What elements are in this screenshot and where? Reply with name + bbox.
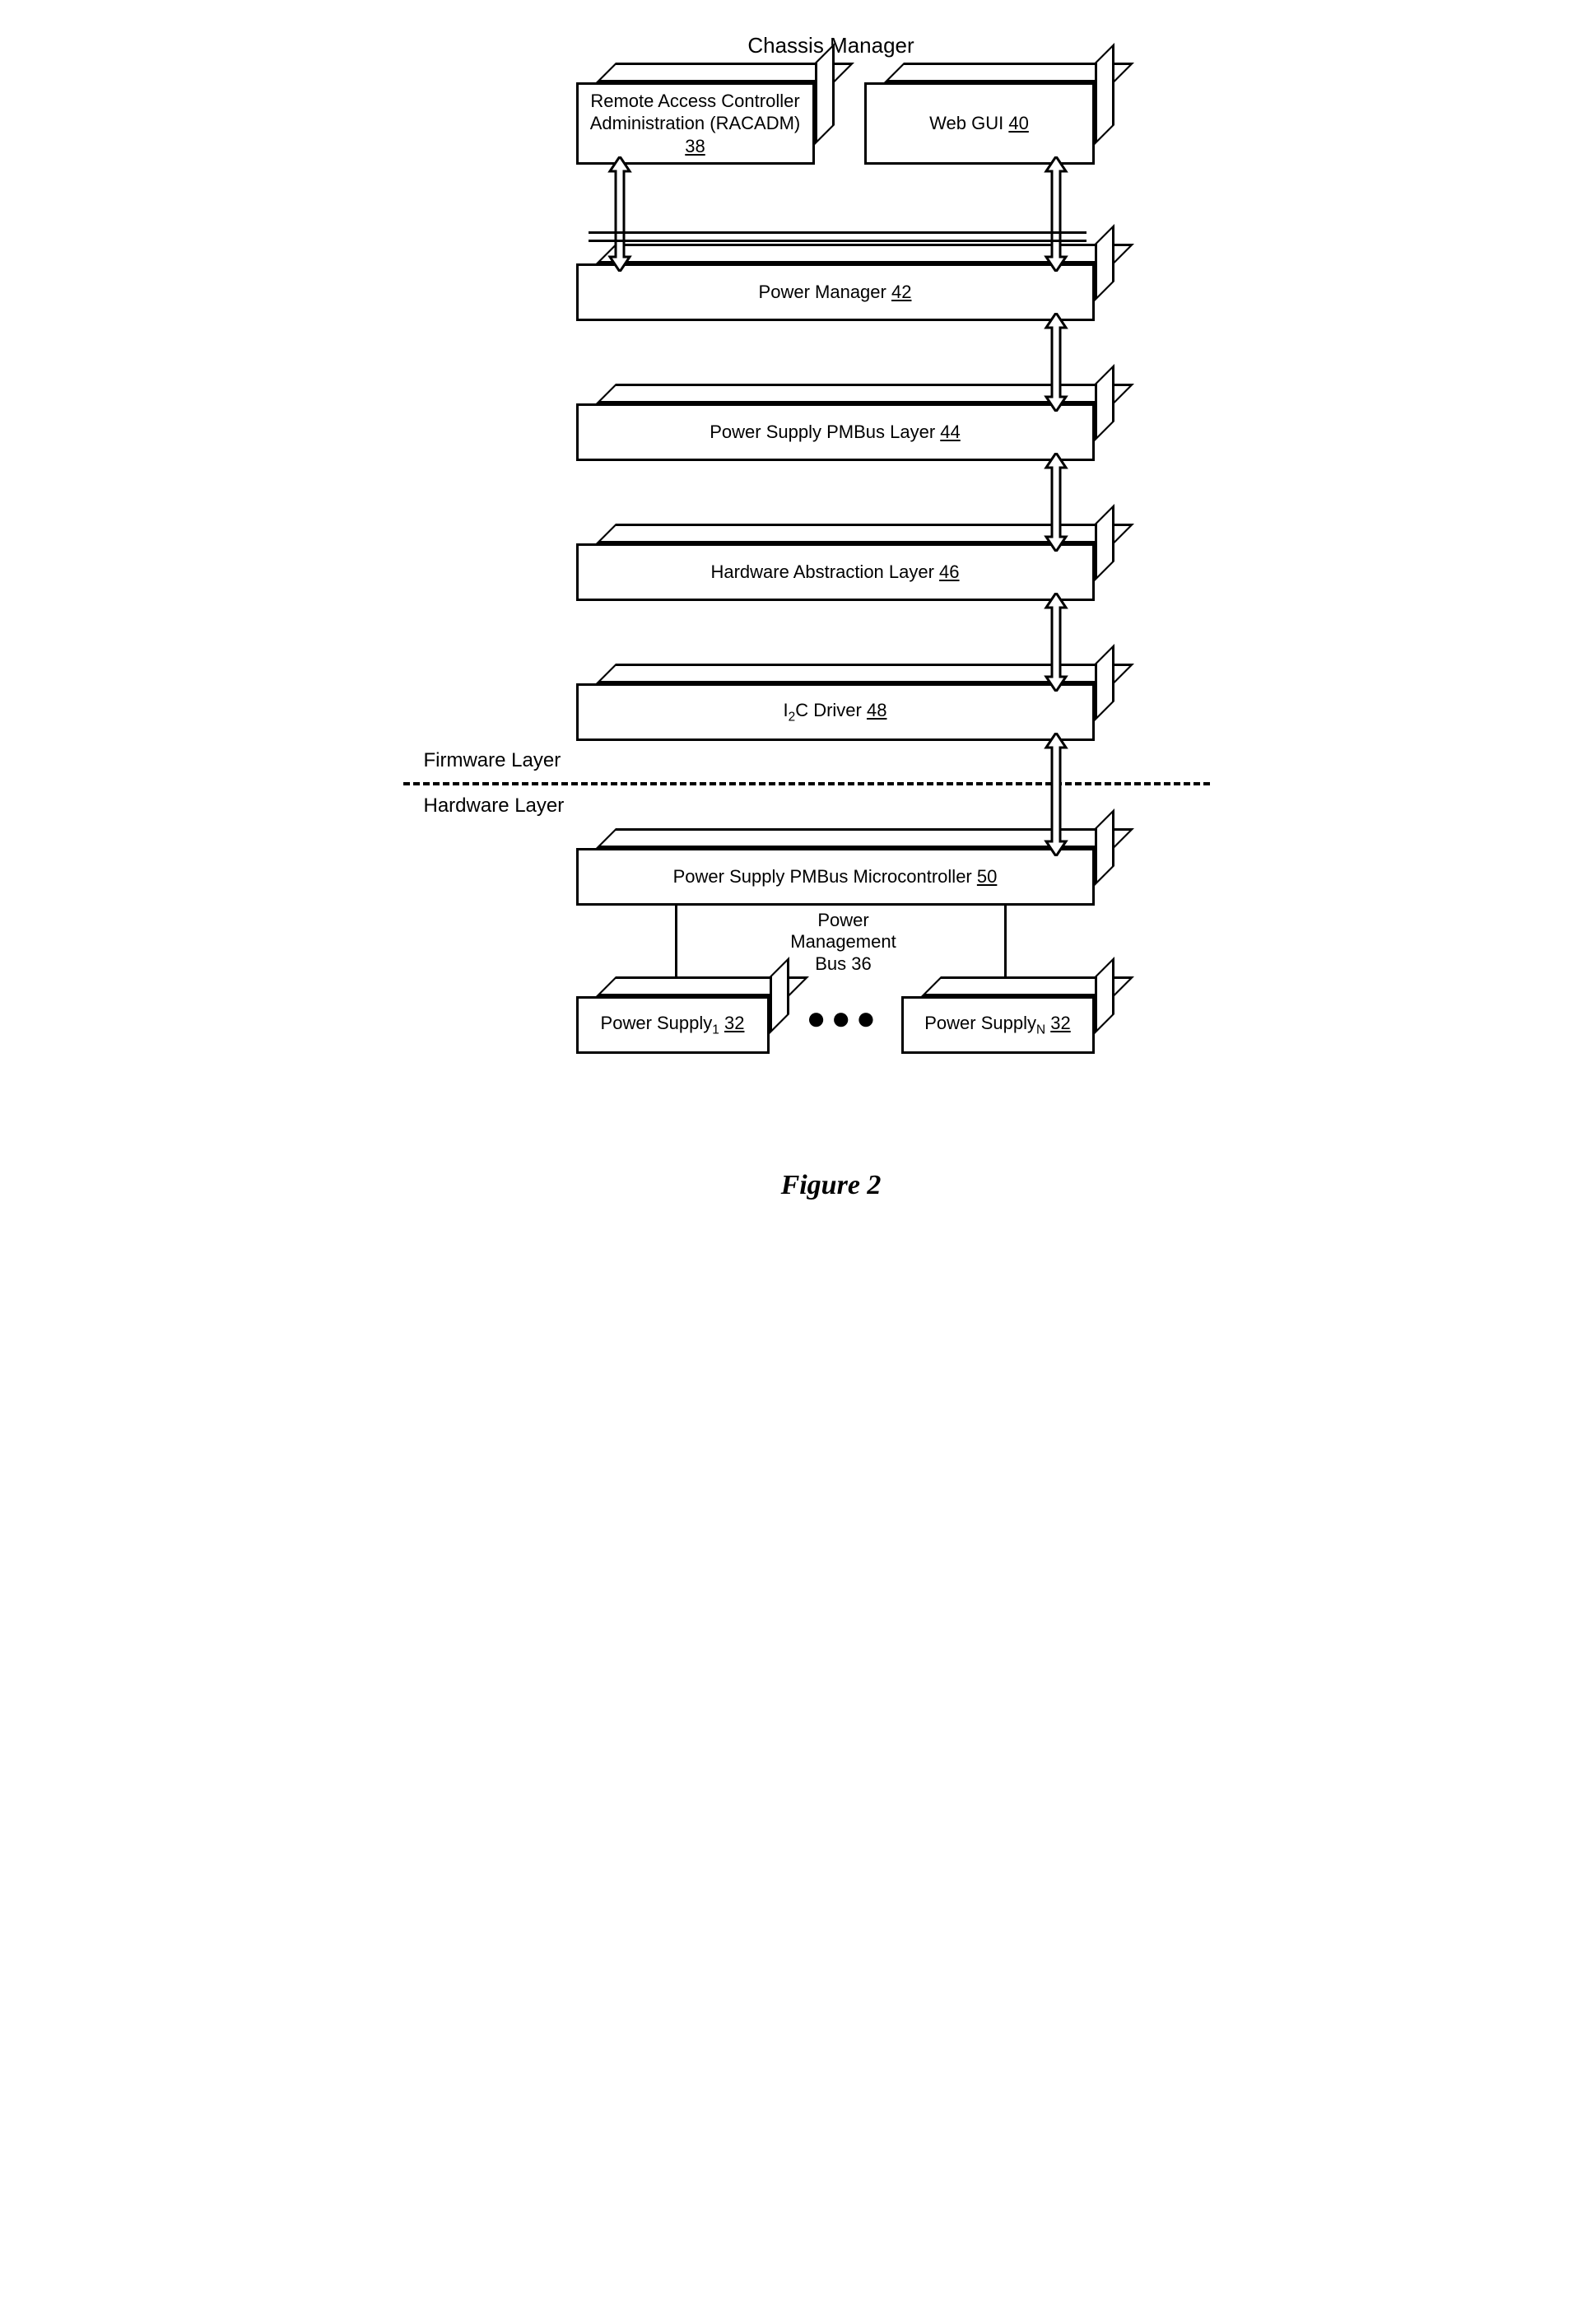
label-firmware-layer: Firmware Layer xyxy=(424,749,561,772)
box-racadm-label: Remote Access Controller Administration … xyxy=(587,90,804,158)
box-webgui: Web GUI 40 xyxy=(864,82,1095,165)
box-pmbus-microcontroller: Power Supply PMBus Microcontroller 50 xyxy=(576,848,1095,906)
box-hal: Hardware Abstraction Layer 46 xyxy=(576,543,1095,601)
box-pmbus-layer-label: Power Supply PMBus Layer 44 xyxy=(710,421,961,444)
box-hal-label: Hardware Abstraction Layer 46 xyxy=(710,561,959,584)
arrow-hal-i2c xyxy=(1041,593,1071,692)
arrow-pmbus-hal xyxy=(1041,453,1071,552)
label-hardware-layer: Hardware Layer xyxy=(424,794,565,818)
box-racadm: Remote Access Controller Administration … xyxy=(576,82,815,165)
diagram-root: Chassis Manager Remote Access Controller… xyxy=(428,33,1169,58)
arrow-webgui-pm xyxy=(1041,156,1071,272)
box-i2c-driver: I2C Driver 48 xyxy=(576,683,1095,741)
ellipsis-icon: ●●● xyxy=(807,1000,881,1037)
arrow-pm-pmbus xyxy=(1041,313,1071,412)
box-pmbus-layer: Power Supply PMBus Layer 44 xyxy=(576,403,1095,461)
box-psu-n: Power SupplyN 32 xyxy=(901,996,1095,1054)
connector-top-h1 xyxy=(589,231,1086,234)
arrow-i2c-pmbusmc xyxy=(1041,733,1071,856)
arrow-racadm-pm xyxy=(605,156,635,272)
figure-caption: Figure 2 xyxy=(82,1170,1580,1201)
layer-divider xyxy=(403,782,1210,785)
box-psun-label: Power SupplyN 32 xyxy=(924,1012,1070,1038)
connector-top-h2 xyxy=(589,240,1086,242)
box-psu1-label: Power Supply1 32 xyxy=(601,1012,745,1038)
box-webgui-label: Web GUI 40 xyxy=(929,112,1029,135)
box-psu-1: Power Supply1 32 xyxy=(576,996,770,1054)
label-power-mgmt-bus: Power Management Bus 36 xyxy=(774,910,914,975)
box-power-manager: Power Manager 42 xyxy=(576,263,1095,321)
box-power-manager-label: Power Manager 42 xyxy=(759,281,912,304)
box-pmbus-mc-label: Power Supply PMBus Microcontroller 50 xyxy=(673,865,998,888)
box-i2c-label: I2C Driver 48 xyxy=(784,699,887,725)
